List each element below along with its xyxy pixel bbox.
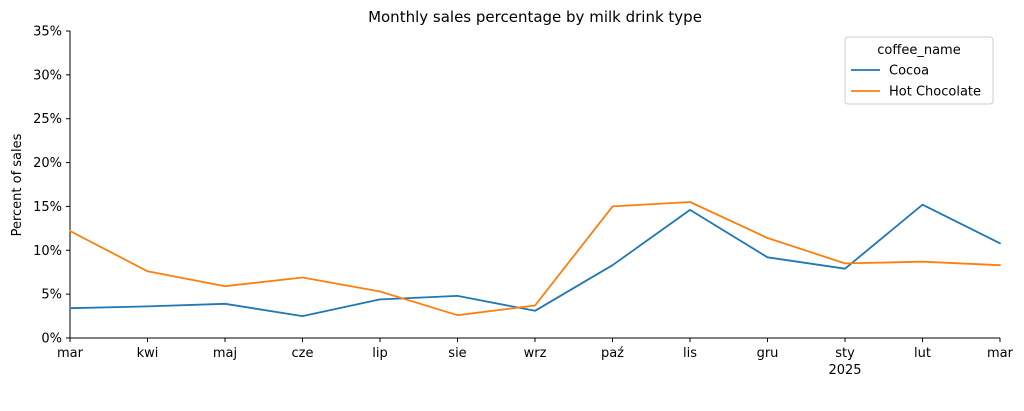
y-tick-label: 10%: [33, 244, 62, 259]
x-tick-label: maj: [213, 346, 237, 361]
legend-box: [844, 36, 994, 105]
y-tick-label: 35%: [33, 25, 62, 40]
legend-title: coffee_name: [877, 43, 960, 58]
y-tick-label: 15%: [33, 200, 62, 215]
x-tick-label: lip: [372, 346, 387, 361]
x-tick-label: sie: [448, 346, 466, 361]
x-tick-label: sty: [835, 346, 855, 361]
x-tick-label: cze: [292, 346, 314, 361]
x-tick-label: lut: [914, 346, 931, 361]
y-tick-label: 5%: [41, 288, 62, 303]
y-tick-label: 30%: [33, 68, 62, 83]
x-tick-label: wrz: [524, 346, 547, 361]
y-axis-label: Percent of sales: [10, 133, 25, 236]
legend-label: Hot Chocolate: [889, 85, 981, 100]
plot-area: 0% 5% 10% 15% 20% 25% 30% 35% mar kwi maj cze lip sie…: [33, 25, 1014, 379]
y-tick-label: 0%: [41, 332, 62, 347]
x-tick-label: mar: [987, 346, 1014, 361]
x-tick-label: paź: [601, 346, 624, 361]
series-line: [69, 201, 1001, 317]
x-tick-label: lis: [683, 346, 697, 361]
legend-items: Cocoa Hot Chocolate: [851, 64, 981, 100]
legend-label: Cocoa: [889, 64, 929, 79]
x-tick-label: gru: [757, 346, 779, 361]
x-tick-label: mar: [57, 346, 84, 361]
x-year-label: 2025: [828, 363, 861, 378]
legend: coffee_name Cocoa Hot Chocolate: [844, 36, 994, 105]
chart-title: Monthly sales percentage by milk drink t…: [368, 8, 702, 26]
x-tick-label: kwi: [137, 346, 159, 361]
y-tick-label: 20%: [33, 156, 62, 171]
y-tick-label: 25%: [33, 112, 62, 127]
series-line: [69, 203, 1001, 318]
